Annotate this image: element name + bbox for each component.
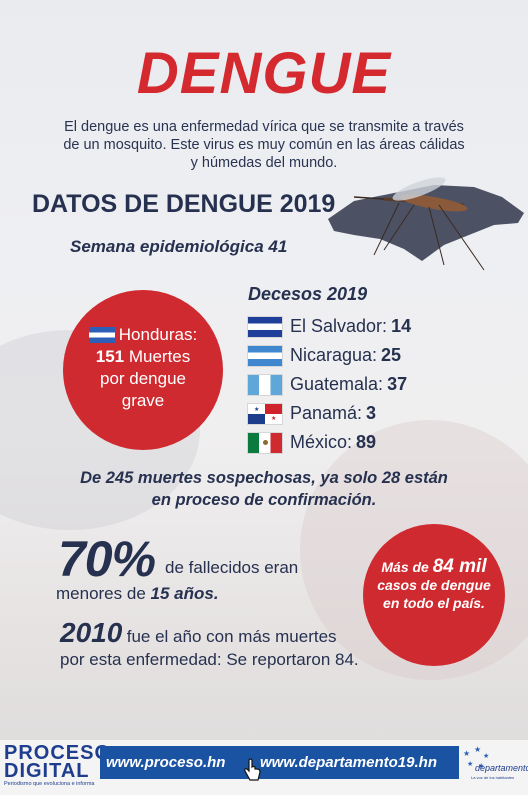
svg-text:★: ★ — [474, 746, 481, 754]
honduras-line-3: por dengue — [99, 369, 187, 388]
proceso-link[interactable]: www.proceso.hn — [106, 754, 226, 771]
percentage-text: de fallecidos eran — [165, 558, 299, 577]
svg-text:★: ★ — [478, 762, 484, 770]
svg-text:★: ★ — [463, 749, 470, 758]
cases-line-3: en todo el país. — [383, 595, 485, 611]
year-text: fue el año con más muertes — [126, 627, 337, 646]
honduras-map — [328, 185, 524, 261]
departamento19-logo: ★ ★ ★ ★ ★ departamento La voz de los hab… — [463, 745, 528, 780]
mosquito-icon — [353, 177, 485, 271]
list-item: El Salvador: 14 — [248, 312, 411, 341]
year-stat: 2010 fue el año con más muertes — [60, 617, 337, 649]
deaths-title: Decesos 2019 — [248, 284, 368, 304]
data-heading: DATOS DE DENGUE 2019 — [32, 190, 336, 218]
stars-icon: ★ ★ ★ ★ ★ — [463, 745, 489, 770]
guatemala-flag-icon — [248, 374, 282, 395]
proceso-digital-logo: PROCESO DIGITAL Periodismo que evolucion… — [4, 742, 112, 787]
cases-line-1: Más de 84 mil — [381, 556, 487, 577]
svg-text:★: ★ — [483, 752, 489, 760]
mexico-flag-icon — [248, 432, 282, 453]
year-text-2: por esta enfermedad: Se reportaron 84. — [60, 650, 359, 669]
svg-text:★: ★ — [467, 760, 473, 768]
honduras-line: Honduras: — [63, 324, 223, 346]
percentage-stat: 70% de fallecidos eran — [58, 530, 298, 588]
honduras-map-with-mosquito — [328, 177, 524, 271]
cases-line-2: casos de dengue — [377, 577, 491, 593]
list-item: Nicaragua: 25 — [248, 341, 411, 370]
percentage-text-2: menores de 15 años. — [56, 584, 219, 603]
year-value: 2010 — [60, 617, 123, 648]
epi-week: Semana epidemiológica 41 — [70, 237, 288, 256]
cases-circle: Más de 84 mil casos de dengue en todo el… — [363, 524, 505, 666]
honduras-deaths: 151 Muertes — [95, 347, 191, 366]
honduras-line-4: grave — [121, 391, 165, 410]
honduras-deaths-circle: Honduras: 151 Muertes por dengue grave — [63, 290, 223, 450]
list-item: México: 89 — [248, 428, 411, 457]
list-item: Guatemala: 37 — [248, 370, 411, 399]
percentage-value: 70% — [58, 531, 156, 587]
el-salvador-flag-icon — [248, 316, 282, 337]
intro-text: El dengue es una enfermedad vírica que s… — [63, 119, 465, 171]
nicaragua-flag-icon — [248, 345, 282, 366]
panama-flag-icon: ★ ★ — [248, 403, 282, 424]
hand-cursor-icon — [244, 758, 261, 781]
honduras-label: Honduras: — [118, 325, 198, 344]
suspected-deaths-note: De 245 muertes sospechosas, ya solo 28 e… — [80, 469, 448, 509]
url-bar: www.proceso.hn www.departamento19.hn — [100, 746, 459, 779]
page-title: DENGUE — [136, 41, 392, 106]
honduras-flag-icon — [88, 327, 115, 343]
deaths-list: El Salvador: 14 Nicaragua: 25 Guatemala: 37… — [248, 312, 411, 457]
departamento-link[interactable]: www.departamento19.hn — [260, 754, 437, 771]
list-item: ★ ★ Panamá: 3 — [248, 399, 411, 428]
